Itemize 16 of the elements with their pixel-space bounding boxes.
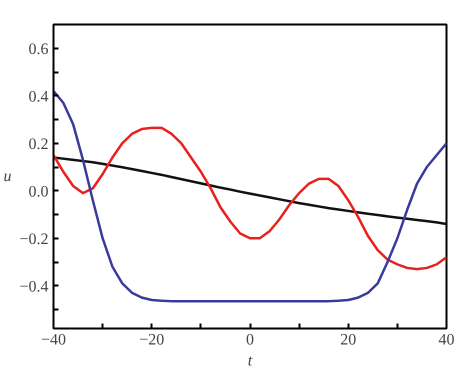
x-tick-label: 20	[340, 332, 356, 348]
y-tick-label: 0.4	[28, 88, 48, 106]
y-axis-title: u	[3, 168, 12, 185]
x-tick-label: −40	[40, 332, 66, 348]
line-series	[54, 126, 446, 270]
y-tick-label: 0.0	[28, 183, 48, 200]
x-tick-label: −20	[139, 332, 164, 348]
x-tick-label: 0	[246, 332, 254, 348]
y-tick-label: 0.6	[28, 40, 48, 58]
y-tick-label: −0.2	[19, 230, 49, 248]
line-series	[54, 156, 446, 226]
x-tick-label: 40	[438, 332, 454, 348]
line-series	[54, 90, 446, 302]
y-tick-label: 0.2	[28, 136, 48, 153]
x-axis-title: t	[248, 352, 253, 370]
y-tick-label: −0.4	[19, 278, 49, 296]
